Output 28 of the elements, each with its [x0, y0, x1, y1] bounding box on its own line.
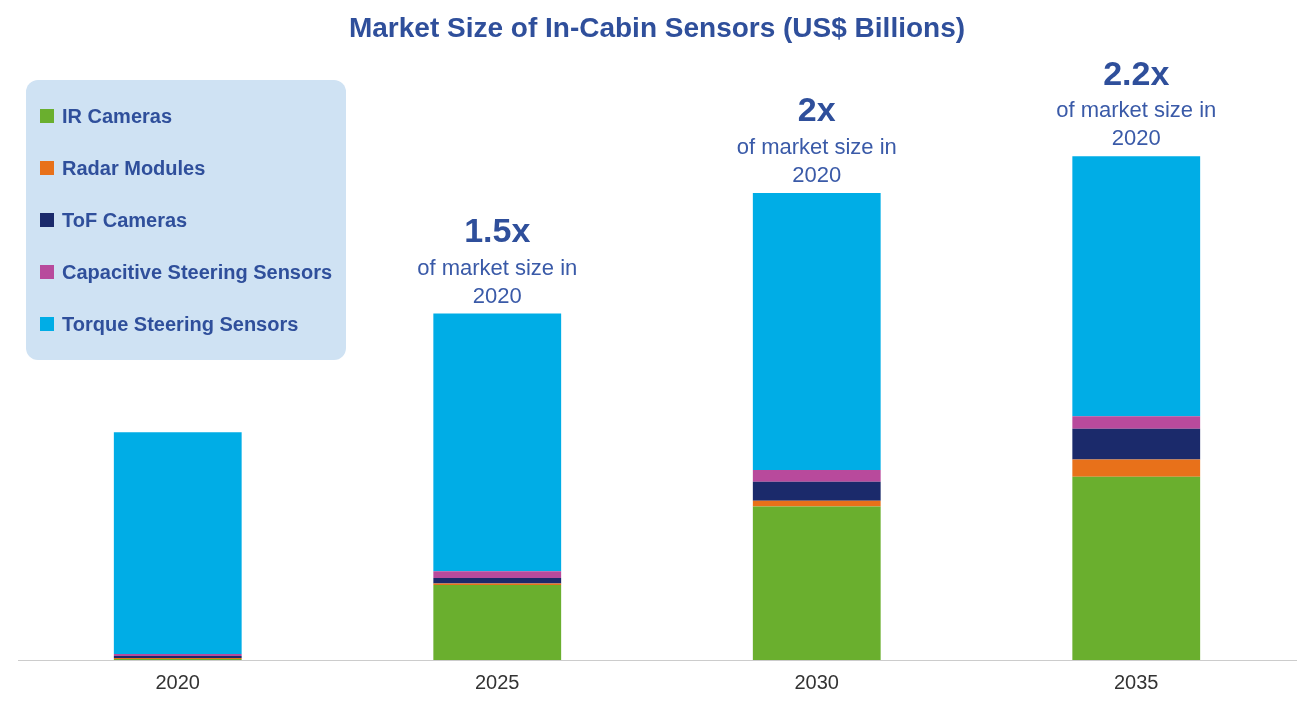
bar — [752, 193, 881, 471]
legend-label: Radar Modules — [62, 156, 206, 180]
bar — [752, 500, 881, 507]
bar — [433, 571, 562, 578]
bar — [1072, 156, 1201, 417]
bar — [433, 313, 562, 572]
legend-label: IR Cameras — [62, 104, 173, 128]
bar — [1072, 459, 1201, 477]
annotation: 2.2x of market size in 2020 — [1056, 53, 1217, 151]
bar — [433, 577, 562, 584]
x-tick-label: 2020 — [155, 670, 200, 693]
bar — [1072, 416, 1201, 429]
annotation: 2x of market size in 2020 — [736, 90, 897, 188]
legend-label: ToF Cameras — [62, 208, 188, 232]
x-tick-label: 2025 — [475, 670, 520, 693]
bar — [1072, 428, 1201, 460]
legend-label: Torque Steering Sensors — [62, 312, 299, 336]
bar — [1072, 476, 1201, 660]
bar — [433, 584, 562, 660]
x-tick-label: 2030 — [794, 670, 839, 693]
chart-title: Market Size of In-Cabin Sensors (US$ Billions) — [348, 11, 966, 43]
bar — [752, 470, 881, 482]
bar — [752, 506, 881, 660]
x-tick-label: 2035 — [1114, 670, 1159, 693]
bar — [752, 481, 881, 501]
bar — [113, 432, 242, 654]
legend-label: Capacitive Steering Sensors — [62, 260, 333, 284]
annotation: 1.5x of market size in 2020 — [417, 210, 578, 308]
